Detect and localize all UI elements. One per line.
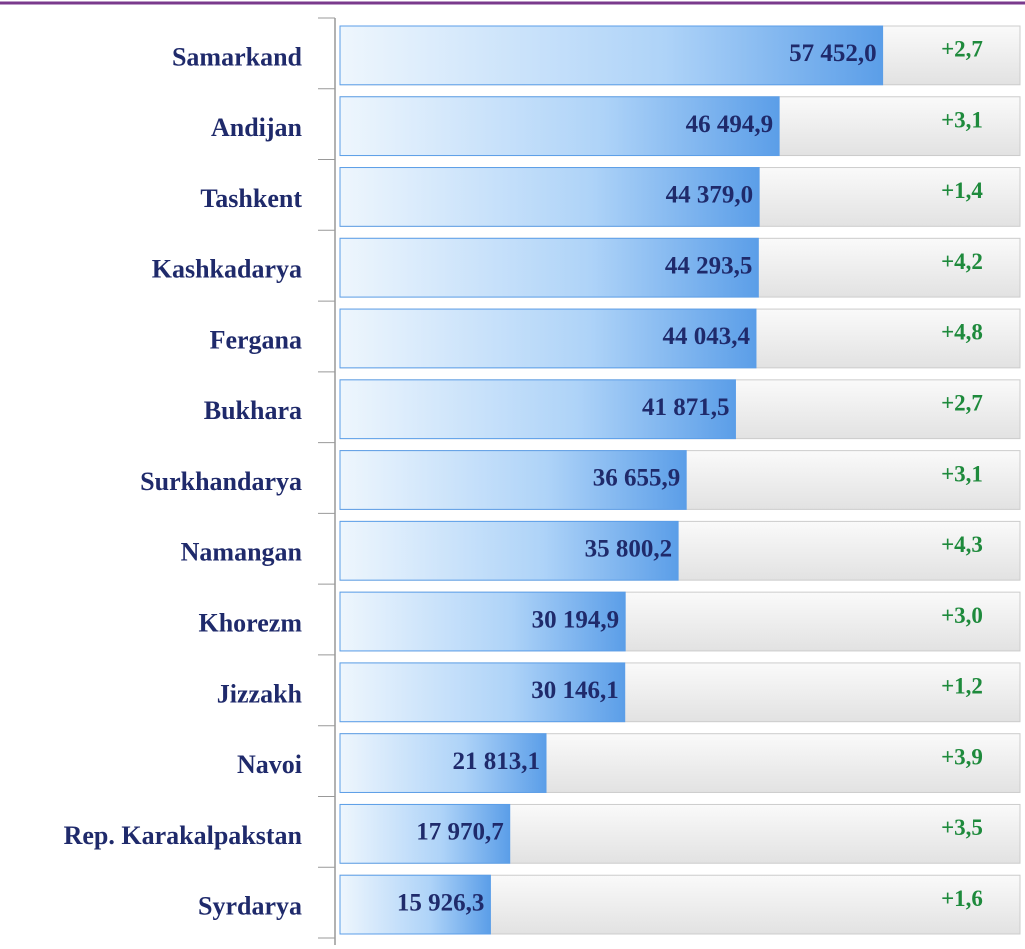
growth-label: +4,3 [941,532,983,557]
value-label: 15 926,3 [397,889,485,916]
value-label: 35 800,2 [585,536,673,563]
value-label: 44 043,4 [662,323,750,350]
category-label: Kashkadarya [152,255,302,284]
value-label: 36 655,9 [593,465,681,492]
category-label: Khorezm [199,609,303,638]
growth-label: +4,2 [941,249,983,274]
bar [339,25,884,86]
growth-label: +1,4 [941,178,983,203]
value-label: 44 293,5 [665,252,753,279]
category-label: Andijan [211,113,303,142]
category-label: Samarkand [172,42,303,71]
growth-label: +1,6 [941,886,983,911]
category-label: Jizzakh [217,679,303,708]
growth-label: +3,5 [941,815,983,840]
growth-label: +3,0 [941,603,983,628]
category-label: Navoi [237,750,302,779]
category-label: Syrdarya [198,892,302,921]
category-label: Surkhandarya [140,467,302,496]
growth-label: +2,7 [941,391,983,416]
growth-label: +1,2 [941,674,983,699]
bar [339,450,687,510]
value-label: 57 452,0 [789,40,877,67]
bar [339,520,679,581]
category-label: Bukhara [204,396,302,425]
growth-label: +4,8 [941,320,983,345]
bar [339,803,511,864]
bar [339,733,547,793]
category-label: Fergana [210,325,302,354]
growth-label: +3,9 [941,744,983,769]
category-label: Tashkent [200,184,302,213]
value-label: 46 494,9 [686,111,774,138]
growth-label: +2,7 [941,37,983,62]
bar [339,96,780,157]
bar [339,591,626,652]
bar [339,308,757,369]
value-label: 44 379,0 [666,182,754,209]
value-label: 17 970,7 [416,819,504,846]
value-label: 30 194,9 [532,606,620,633]
growth-label: +3,1 [941,461,983,486]
growth-label: +3,1 [941,107,983,132]
category-label: Rep. Karakalpakstan [64,821,303,850]
bar [339,167,760,227]
bar [339,379,736,440]
value-label: 30 146,1 [531,677,619,704]
bar [339,662,626,723]
bar [339,237,759,298]
category-label: Namangan [181,538,303,567]
value-label: 21 813,1 [453,748,541,775]
value-label: 41 871,5 [642,394,730,421]
bar [339,874,491,935]
